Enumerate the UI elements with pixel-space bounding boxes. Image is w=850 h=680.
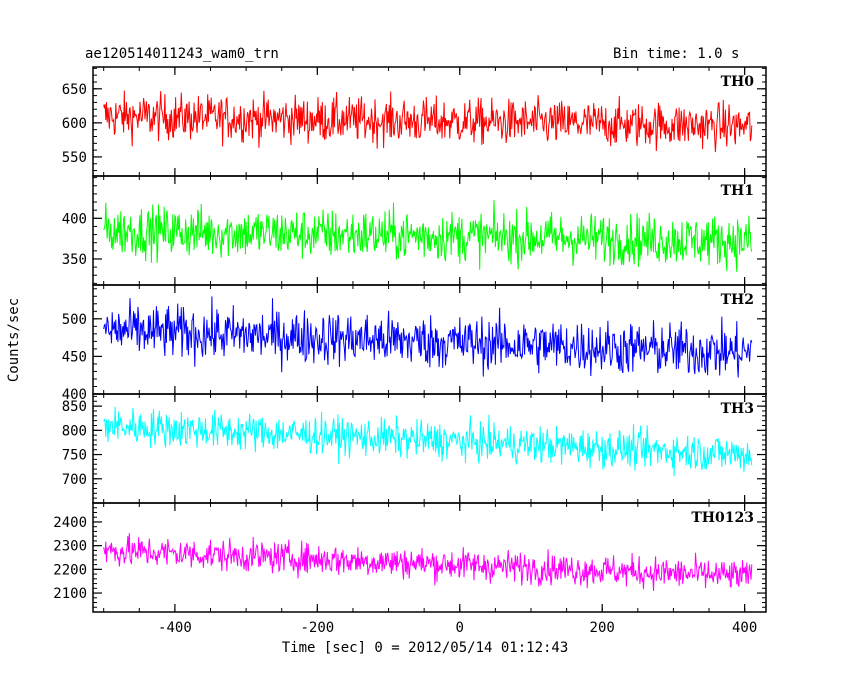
y-tick-label: 450	[62, 349, 87, 365]
bin-time-label: Bin time: 1.0 s	[613, 46, 740, 62]
panel-label-th1: TH1	[721, 183, 754, 199]
x-tick-label: 200	[590, 620, 615, 636]
x-tick-label: 400	[732, 620, 757, 636]
panel-label-th0: TH0	[721, 74, 755, 90]
x-axis-label: Time [sec] 0 = 2012/05/14 01:12:43	[281, 640, 569, 656]
y-tick-label: 500	[62, 312, 87, 328]
series-line-th0123	[103, 533, 753, 592]
y-tick-label: 800	[62, 423, 87, 439]
y-tick-label: 550	[62, 150, 87, 166]
y-tick-label: 2300	[53, 539, 87, 555]
x-tick-label: -200	[300, 620, 334, 636]
panel-label-th2: TH2	[721, 292, 754, 308]
series-line-th3	[103, 406, 753, 477]
y-tick-label: 2100	[53, 586, 87, 602]
panel-label-th0123: TH0123	[691, 510, 754, 526]
x-tick-label: -400	[158, 620, 192, 636]
x-tick-label: 0	[456, 620, 464, 636]
y-tick-label: 700	[62, 472, 87, 488]
y-tick-label: 400	[62, 211, 87, 227]
panel-frame-th0123	[92, 502, 767, 613]
series-line-th2	[103, 296, 753, 378]
y-tick-label: 650	[62, 82, 87, 98]
panel-label-th3: TH3	[721, 401, 754, 417]
series-line-th1	[103, 200, 753, 272]
y-tick-label: 600	[62, 116, 87, 132]
y-tick-label: 750	[62, 448, 87, 464]
y-tick-label: 400	[62, 387, 87, 403]
y-tick-label: 850	[62, 399, 87, 415]
y-tick-label: 350	[62, 252, 87, 268]
y-tick-label: 2200	[53, 562, 87, 578]
y-tick-label: 2400	[53, 515, 87, 531]
chart-title: ae120514011243_wam0_trn	[85, 46, 279, 62]
series-line-th0	[103, 90, 753, 153]
